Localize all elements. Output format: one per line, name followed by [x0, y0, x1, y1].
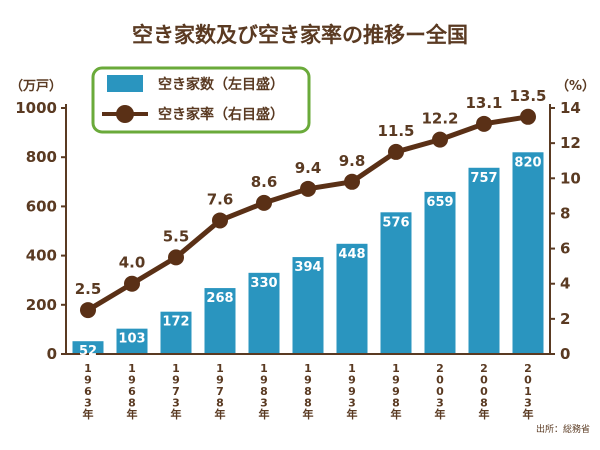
line-point [520, 108, 536, 125]
bar [160, 311, 192, 354]
line-point [344, 173, 360, 190]
bar-value-label: 103 [118, 332, 145, 347]
line-value-label: 13.5 [509, 87, 546, 105]
left-tick-label: 200 [26, 296, 57, 314]
bar [512, 152, 544, 354]
right-tick-label: 4 [560, 275, 570, 293]
line-point [256, 194, 272, 211]
bar [424, 191, 456, 354]
bar [380, 212, 412, 354]
line-value-label: 7.6 [207, 190, 234, 208]
bar-value-label: 52 [79, 344, 97, 359]
bar-value-label: 172 [162, 315, 189, 330]
legend-bar-swatch [107, 75, 143, 92]
legend-line-marker [116, 105, 134, 123]
bar-value-label: 394 [294, 260, 321, 275]
left-tick-label: 600 [26, 197, 57, 215]
bar [72, 341, 104, 354]
chart-title: 空き家数及び空き家率の推移ー全国 [132, 23, 468, 47]
line-value-label: 2.5 [75, 280, 102, 298]
line-value-label: 5.5 [163, 227, 190, 245]
right-axis-unit: （%） [556, 78, 595, 94]
bar-value-label: 448 [338, 247, 365, 262]
line-point [300, 180, 316, 197]
left-tick-label: 1000 [15, 99, 57, 117]
line-value-label: 11.5 [377, 122, 414, 140]
right-tick-label: 12 [560, 134, 581, 152]
bar-value-label: 268 [206, 291, 233, 306]
bar-value-label: 820 [514, 155, 541, 170]
line-point [124, 275, 140, 292]
bar [336, 243, 368, 354]
bar-value-label: 757 [470, 171, 497, 186]
right-tick-label: 2 [560, 310, 570, 328]
source-note: 出所：総務省 [536, 423, 590, 435]
left-axis-unit: （万戸） [10, 78, 62, 94]
bar [116, 328, 148, 354]
line-point [168, 249, 184, 266]
legend: 空き家数（左目盛） 空き家率（右目盛） [91, 66, 311, 134]
bar-value-label: 576 [382, 215, 409, 230]
line-value-label: 8.6 [251, 173, 278, 191]
right-tick-label: 8 [560, 204, 570, 222]
bar [468, 167, 500, 354]
line-point [432, 131, 448, 148]
line-value-label: 9.8 [339, 152, 366, 170]
bar-value-label: 330 [250, 276, 277, 291]
left-tick-label: 0 [47, 345, 57, 363]
line-value-label: 12.2 [421, 110, 458, 128]
right-tick-label: 14 [560, 99, 581, 117]
right-tick-label: 0 [560, 345, 570, 363]
legend-line-label: 空き家率（右目盛） [158, 106, 284, 123]
right-tick-label: 6 [560, 240, 570, 258]
left-tick-label: 400 [26, 247, 57, 265]
left-tick-label: 800 [26, 148, 57, 166]
bar-value-label: 659 [426, 195, 453, 210]
line-point [212, 212, 228, 229]
line-point [388, 143, 404, 160]
bar [248, 272, 280, 354]
bar [292, 257, 324, 354]
legend-bar-label: 空き家数（左目盛） [158, 76, 284, 93]
line-value-label: 4.0 [119, 254, 146, 272]
right-tick-label: 10 [560, 169, 581, 187]
line-value-label: 13.1 [465, 94, 502, 112]
line-point [80, 302, 96, 319]
line-value-label: 9.4 [295, 159, 322, 177]
line-point [476, 115, 492, 132]
bar [204, 288, 236, 354]
